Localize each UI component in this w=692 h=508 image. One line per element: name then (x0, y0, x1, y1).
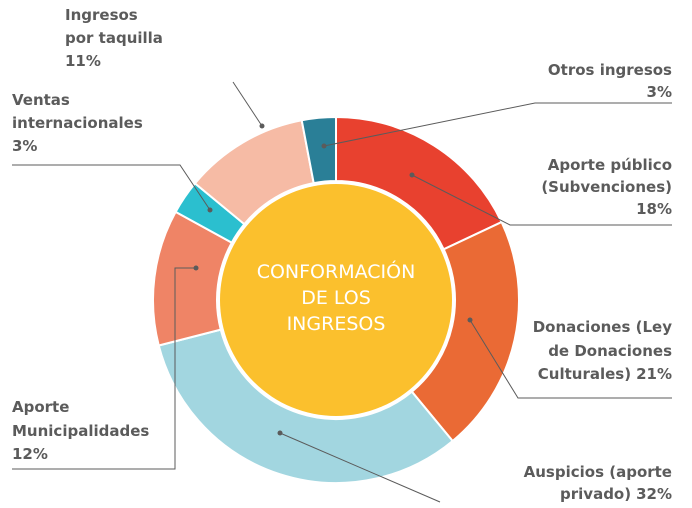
leader-dot (409, 172, 415, 178)
value-label: 32% (636, 485, 672, 503)
center-title-line: DE LOS (301, 287, 371, 309)
leader-dot (321, 143, 327, 149)
value-label: 12% (12, 445, 48, 463)
category-label-line: Culturales) (538, 365, 631, 383)
center-title-line: CONFORMACIÓN (257, 259, 416, 283)
center-circle (220, 184, 452, 416)
category-label-line: de Donaciones (548, 342, 672, 360)
value-label: 3% (12, 137, 37, 155)
category-label: Ingresos por taquilla (65, 6, 163, 47)
donut-segment (300, 115, 337, 185)
leader-dot (259, 123, 265, 129)
category-label-line: Aporte (12, 398, 69, 416)
category-label-line: (Subvenciones) (541, 178, 672, 196)
center-title-line: INGRESOS (287, 313, 386, 335)
leader-line (232, 81, 263, 127)
value-label: 21% (636, 365, 672, 383)
leader-line (279, 432, 441, 503)
category-label-line: Donaciones (Ley (533, 318, 672, 336)
category-label-line: Auspicios (aporte (524, 463, 672, 481)
category-label: Otros ingresos (548, 61, 672, 79)
leader-line (12, 267, 196, 470)
category-label-line: privado) (560, 485, 631, 503)
value-label: 3% (647, 83, 672, 101)
leader-dot (193, 265, 199, 271)
category-label-line: Otros ingresos (548, 61, 672, 79)
leader-line (323, 102, 672, 147)
category-label-line: Ventas (12, 91, 70, 109)
leader-dot (467, 317, 473, 323)
donut-segment (157, 328, 455, 484)
category-label-line: Ingresos (65, 6, 138, 24)
value-label: 18% (636, 200, 672, 218)
leader-line (12, 164, 211, 211)
category-label-line: internacionales (12, 114, 143, 132)
category-label: Aporte Municipalidades (12, 398, 149, 440)
leader-line (469, 319, 672, 399)
leader-dot (207, 207, 213, 213)
category-label-line: Municipalidades (12, 422, 149, 440)
category-label: Donaciones (Ley de Donaciones Culturales) (533, 318, 672, 383)
category-label: Auspicios (aporte privado) (524, 463, 672, 503)
leader-line (411, 174, 672, 226)
center-title: CONFORMACIÓN DE LOS INGRESOS (257, 259, 416, 335)
category-label: Ventas internacionales (12, 91, 143, 132)
category-label-line: por taquilla (65, 29, 163, 47)
leader-dot (277, 430, 283, 436)
category-label: Aporte público (Subvenciones) (541, 156, 672, 196)
category-label-line: Aporte público (548, 156, 672, 174)
value-label: 11% (65, 52, 101, 70)
